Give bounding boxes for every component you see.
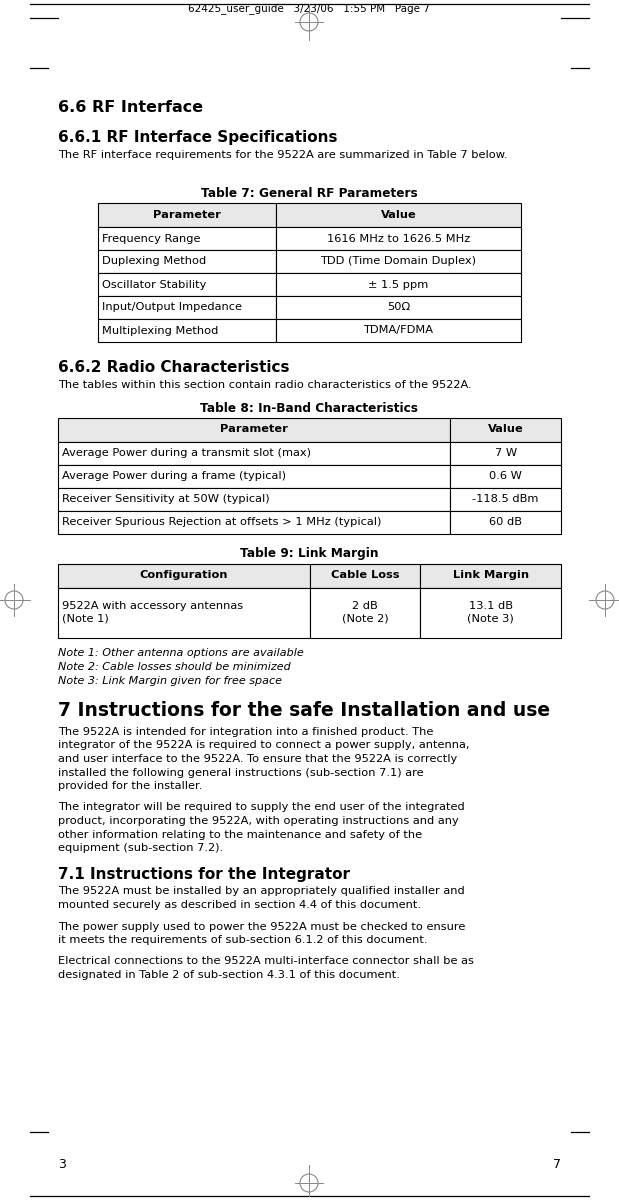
Text: mounted securely as described in section 4.4 of this document.: mounted securely as described in section… xyxy=(58,900,421,910)
Text: Note 3: Link Margin given for free space: Note 3: Link Margin given for free space xyxy=(58,677,282,686)
Text: Average Power during a frame (typical): Average Power during a frame (typical) xyxy=(62,470,286,481)
Bar xyxy=(58,510,451,534)
Bar xyxy=(275,250,521,272)
Text: Multiplexing Method: Multiplexing Method xyxy=(102,325,219,336)
Text: Table 8: In-Band Characteristics: Table 8: In-Band Characteristics xyxy=(200,402,418,414)
Bar xyxy=(98,250,275,272)
Bar xyxy=(451,487,561,510)
Text: Frequency Range: Frequency Range xyxy=(102,234,201,244)
Text: 0.6 W: 0.6 W xyxy=(489,470,522,481)
Text: integrator of the 9522A is required to connect a power supply, antenna,: integrator of the 9522A is required to c… xyxy=(58,740,469,750)
Text: designated in Table 2 of sub-section 4.3.1 of this document.: designated in Table 2 of sub-section 4.3… xyxy=(58,970,400,980)
Text: other information relating to the maintenance and safety of the: other information relating to the mainte… xyxy=(58,829,422,840)
Text: Configuration: Configuration xyxy=(139,570,228,581)
Bar xyxy=(451,510,561,534)
Text: Parameter: Parameter xyxy=(153,210,221,220)
Bar xyxy=(275,296,521,319)
Bar xyxy=(420,588,561,637)
Text: and user interface to the 9522A. To ensure that the 9522A is correctly: and user interface to the 9522A. To ensu… xyxy=(58,754,457,764)
Text: Note 2: Cable losses should be minimized: Note 2: Cable losses should be minimized xyxy=(58,662,291,672)
Text: 13.1 dB
(Note 3): 13.1 dB (Note 3) xyxy=(467,601,514,624)
Text: The tables within this section contain radio characteristics of the 9522A.: The tables within this section contain r… xyxy=(58,380,472,390)
Text: Average Power during a transmit slot (max): Average Power during a transmit slot (ma… xyxy=(62,448,311,458)
Text: 6.6.2 Radio Characteristics: 6.6.2 Radio Characteristics xyxy=(58,360,290,374)
Bar xyxy=(451,464,561,487)
Text: 50Ω: 50Ω xyxy=(387,302,410,312)
Text: Oscillator Stability: Oscillator Stability xyxy=(102,280,206,289)
Bar xyxy=(98,319,275,342)
Text: product, incorporating the 9522A, with operating instructions and any: product, incorporating the 9522A, with o… xyxy=(58,816,459,826)
Text: installed the following general instructions (sub-section 7.1) are: installed the following general instruct… xyxy=(58,768,423,778)
Bar xyxy=(58,418,451,442)
Text: 60 dB: 60 dB xyxy=(489,517,522,527)
Text: 3: 3 xyxy=(58,1158,66,1171)
Bar xyxy=(275,319,521,342)
Text: 2 dB
(Note 2): 2 dB (Note 2) xyxy=(342,601,388,624)
Text: Value: Value xyxy=(381,210,416,220)
Text: provided for the installer.: provided for the installer. xyxy=(58,781,202,791)
Text: ± 1.5 ppm: ± 1.5 ppm xyxy=(368,280,428,289)
Bar xyxy=(58,588,310,637)
Text: Input/Output Impedance: Input/Output Impedance xyxy=(102,302,242,312)
Text: it meets the requirements of sub-section 6.1.2 of this document.: it meets the requirements of sub-section… xyxy=(58,935,428,946)
Bar xyxy=(310,588,420,637)
Bar xyxy=(58,442,451,464)
Bar xyxy=(275,272,521,296)
Bar xyxy=(58,464,451,487)
Text: The power supply used to power the 9522A must be checked to ensure: The power supply used to power the 9522A… xyxy=(58,922,465,931)
Bar xyxy=(451,442,561,464)
Text: 1616 MHz to 1626.5 MHz: 1616 MHz to 1626.5 MHz xyxy=(327,234,470,244)
Text: Receiver Sensitivity at 50W (typical): Receiver Sensitivity at 50W (typical) xyxy=(62,494,270,504)
Text: 6.6.1 RF Interface Specifications: 6.6.1 RF Interface Specifications xyxy=(58,130,337,145)
Text: 7: 7 xyxy=(553,1158,561,1171)
Text: Receiver Spurious Rejection at offsets > 1 MHz (typical): Receiver Spurious Rejection at offsets >… xyxy=(62,517,381,527)
Text: 9522A with accessory antennas
(Note 1): 9522A with accessory antennas (Note 1) xyxy=(62,601,243,624)
Text: Electrical connections to the 9522A multi-interface connector shall be as: Electrical connections to the 9522A mult… xyxy=(58,956,474,966)
Text: The 9522A must be installed by an appropriately qualified installer and: The 9522A must be installed by an approp… xyxy=(58,887,465,896)
Text: 7 Instructions for the safe Installation and use: 7 Instructions for the safe Installation… xyxy=(58,701,550,720)
Bar xyxy=(98,296,275,319)
Bar xyxy=(310,564,420,588)
Text: TDD (Time Domain Duplex): TDD (Time Domain Duplex) xyxy=(320,257,477,266)
Bar xyxy=(58,564,310,588)
Text: 6.6 RF Interface: 6.6 RF Interface xyxy=(58,100,203,115)
Bar xyxy=(98,227,275,250)
Text: -118.5 dBm: -118.5 dBm xyxy=(472,494,539,504)
Text: Table 9: Link Margin: Table 9: Link Margin xyxy=(240,547,378,560)
Bar xyxy=(275,227,521,250)
Bar xyxy=(98,203,275,227)
Text: Table 7: General RF Parameters: Table 7: General RF Parameters xyxy=(201,187,417,200)
Text: equipment (sub-section 7.2).: equipment (sub-section 7.2). xyxy=(58,842,223,853)
Text: 7 W: 7 W xyxy=(495,448,517,458)
Text: The RF interface requirements for the 9522A are summarized in Table 7 below.: The RF interface requirements for the 95… xyxy=(58,150,508,160)
Text: 7.1 Instructions for the Integrator: 7.1 Instructions for the Integrator xyxy=(58,866,350,882)
Text: 62425_user_guide   3/23/06   1:55 PM   Page 7: 62425_user_guide 3/23/06 1:55 PM Page 7 xyxy=(188,4,430,14)
Text: Note 1: Other antenna options are available: Note 1: Other antenna options are availa… xyxy=(58,648,304,658)
Text: The 9522A is intended for integration into a finished product. The: The 9522A is intended for integration in… xyxy=(58,727,433,737)
Text: Cable Loss: Cable Loss xyxy=(331,570,399,581)
Bar xyxy=(451,418,561,442)
Text: Parameter: Parameter xyxy=(220,425,288,434)
Text: Value: Value xyxy=(488,425,524,434)
Text: Link Margin: Link Margin xyxy=(452,570,529,581)
Bar xyxy=(98,272,275,296)
Bar xyxy=(420,564,561,588)
Text: The integrator will be required to supply the end user of the integrated: The integrator will be required to suppl… xyxy=(58,803,465,812)
Bar xyxy=(275,203,521,227)
Text: Duplexing Method: Duplexing Method xyxy=(102,257,206,266)
Bar xyxy=(58,487,451,510)
Text: TDMA/FDMA: TDMA/FDMA xyxy=(363,325,433,336)
